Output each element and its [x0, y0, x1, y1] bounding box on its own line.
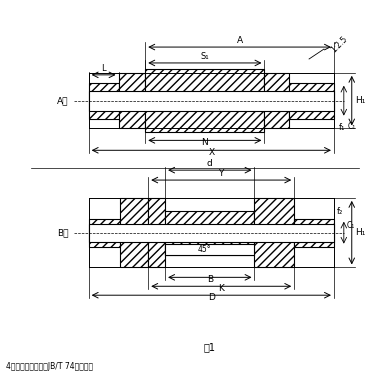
Bar: [120, 198, 148, 267]
Bar: [89, 224, 334, 242]
Text: 1:2.5: 1:2.5: [329, 34, 349, 54]
Bar: [165, 211, 254, 254]
Bar: [165, 243, 254, 254]
Bar: [264, 73, 289, 129]
Text: X: X: [208, 148, 214, 157]
Text: C₁: C₁: [348, 122, 356, 132]
Text: H₁: H₁: [355, 96, 365, 105]
Text: C₁: C₁: [347, 221, 355, 230]
Text: B: B: [207, 275, 213, 284]
Bar: [148, 198, 165, 267]
Bar: [89, 219, 120, 246]
Bar: [89, 91, 334, 111]
Bar: [254, 198, 294, 267]
Text: A: A: [236, 36, 243, 45]
Bar: [89, 83, 119, 119]
Text: N: N: [201, 138, 208, 147]
Text: D: D: [208, 293, 215, 302]
Text: f₁: f₁: [339, 124, 345, 133]
Text: 图1: 图1: [204, 342, 216, 352]
Text: Y: Y: [219, 169, 224, 178]
Text: 45°: 45°: [198, 245, 211, 254]
Text: A型: A型: [57, 96, 69, 105]
Text: B型: B型: [57, 228, 69, 237]
Bar: [294, 219, 334, 246]
Text: H₁: H₁: [355, 228, 365, 237]
Text: L: L: [101, 64, 106, 73]
Text: d: d: [207, 159, 213, 168]
Bar: [145, 69, 264, 132]
Bar: [289, 83, 334, 119]
Text: 4法兰的技术要求按JB/T 74的规定。: 4法兰的技术要求按JB/T 74的规定。: [6, 362, 94, 371]
Text: S₁: S₁: [201, 53, 209, 62]
Text: f₂: f₂: [337, 207, 343, 216]
Bar: [119, 73, 145, 129]
Text: K: K: [218, 284, 224, 293]
